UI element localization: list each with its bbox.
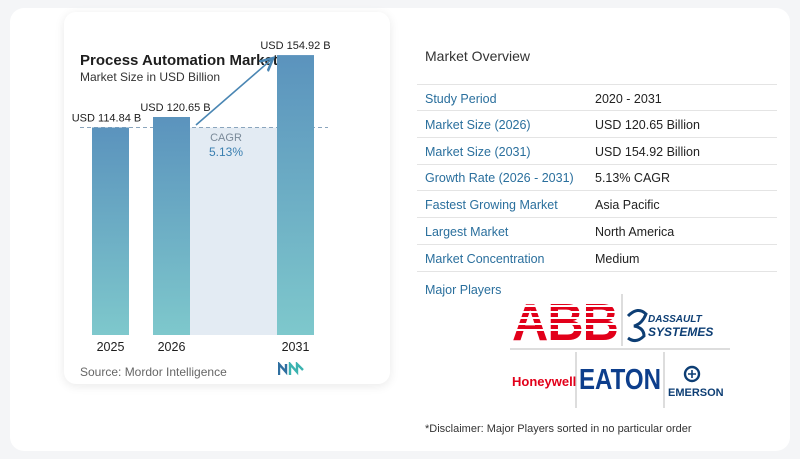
overview-row-key: Market Size (2031) (425, 144, 531, 159)
overview-row-value: Asia Pacific (595, 198, 660, 213)
overview-row: Growth Rate (2026 - 2031) 5.13% CAGR (417, 164, 777, 192)
data-label-2031: USD 154.92 B (260, 40, 330, 52)
data-label-2026: USD 120.65 B (140, 102, 210, 114)
x-tick-2025: 2025 (97, 340, 125, 354)
overview-row: Study Period 2020 - 2031 (417, 84, 777, 111)
cagr-value: 5.13% (209, 145, 243, 159)
svg-text:Honeywell: Honeywell (512, 374, 576, 389)
honeywell-logo: Honeywell (512, 374, 576, 389)
bar-2031 (277, 55, 314, 336)
overview-row-value: Medium (595, 251, 640, 266)
overview-row-key: Largest Market (425, 225, 509, 239)
overview-row-value: USD 120.65 Billion (595, 117, 700, 132)
overview-row-key: Study Period (425, 92, 497, 106)
major-players-label: Major Players (425, 283, 502, 297)
overview-row-key: Fastest Growing Market (425, 198, 558, 213)
overview-row: Fastest Growing Market Asia Pacific (417, 191, 777, 219)
cagr-arrow (195, 59, 272, 126)
overview-row-value: 5.13% CAGR (595, 171, 671, 186)
overview-row: Market Concentration Medium (417, 245, 777, 272)
overview-row-value: USD 154.92 Billion (595, 144, 700, 159)
x-tick-2031: 2031 (282, 340, 310, 354)
major-players-logos: ABB DASSAULT SYSTEMES Honeywell EATON EM… (510, 294, 730, 408)
bar-2025 (92, 127, 129, 335)
svg-text:EMERSON: EMERSON (668, 387, 724, 399)
data-label-2025: USD 114.84 B (72, 112, 142, 124)
svg-text:SYSTEMES: SYSTEMES (648, 325, 713, 339)
overview-row-key: Market Size (2026) (425, 117, 531, 132)
mordor-intelligence-logo-icon (278, 362, 304, 376)
disclaimer: *Disclaimer: Major Players sorted in no … (425, 423, 692, 435)
x-tick-2026: 2026 (158, 340, 186, 354)
overview-row: Largest Market North America (417, 218, 777, 245)
overview-row: Market Size (2026) USD 120.65 Billion (417, 111, 777, 138)
source-note: Source: Mordor Intelligence (80, 365, 227, 379)
chart-subtitle: Market Size in USD Billion (80, 70, 221, 84)
overview-row: Market Size (2031) USD 154.92 Billion (417, 138, 777, 165)
overview-row-value: North America (595, 225, 675, 239)
overview-row-key: Growth Rate (2026 - 2031) (425, 171, 574, 186)
chart-title: Process Automation Market (80, 52, 278, 69)
dassault-systemes-logo: DASSAULT SYSTEMES (626, 309, 713, 343)
overview-row-key: Market Concentration (425, 251, 545, 266)
bar-chart: USD 114.84 B 2025 USD 120.65 B 2026 USD 154.… (72, 40, 331, 354)
svg-text:EATON: EATON (579, 364, 661, 396)
svg-text:DASSAULT: DASSAULT (648, 314, 703, 325)
growth-shade-area (190, 127, 277, 335)
market-overview-title: Market Overview (425, 48, 531, 64)
eaton-logo: EATON (579, 364, 661, 396)
overview-row-value: 2020 - 2031 (595, 92, 662, 106)
abb-logo: ABB (512, 294, 619, 352)
cagr-label: CAGR (210, 132, 242, 144)
bar-2026 (153, 117, 190, 335)
emerson-logo: EMERSON (668, 365, 724, 399)
